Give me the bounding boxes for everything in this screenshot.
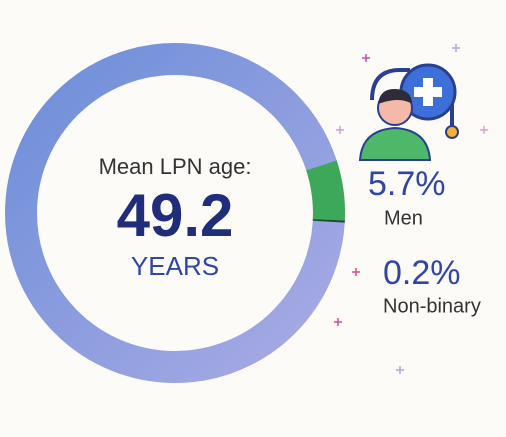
center-unit: YEARS (131, 251, 219, 281)
center-label: Mean LPN age: (99, 154, 252, 179)
category-label: Non-binary (383, 295, 481, 317)
value-label: 5.7% (368, 165, 446, 203)
donut-segments (306, 160, 345, 223)
category-label: Men (384, 207, 423, 229)
donut-segment (312, 219, 345, 223)
sparkles (334, 44, 488, 374)
nurse-icon (358, 63, 459, 161)
value-label: 0.2% (383, 254, 461, 292)
donut-segment (306, 160, 345, 221)
center-value: 49.2 (117, 182, 234, 249)
